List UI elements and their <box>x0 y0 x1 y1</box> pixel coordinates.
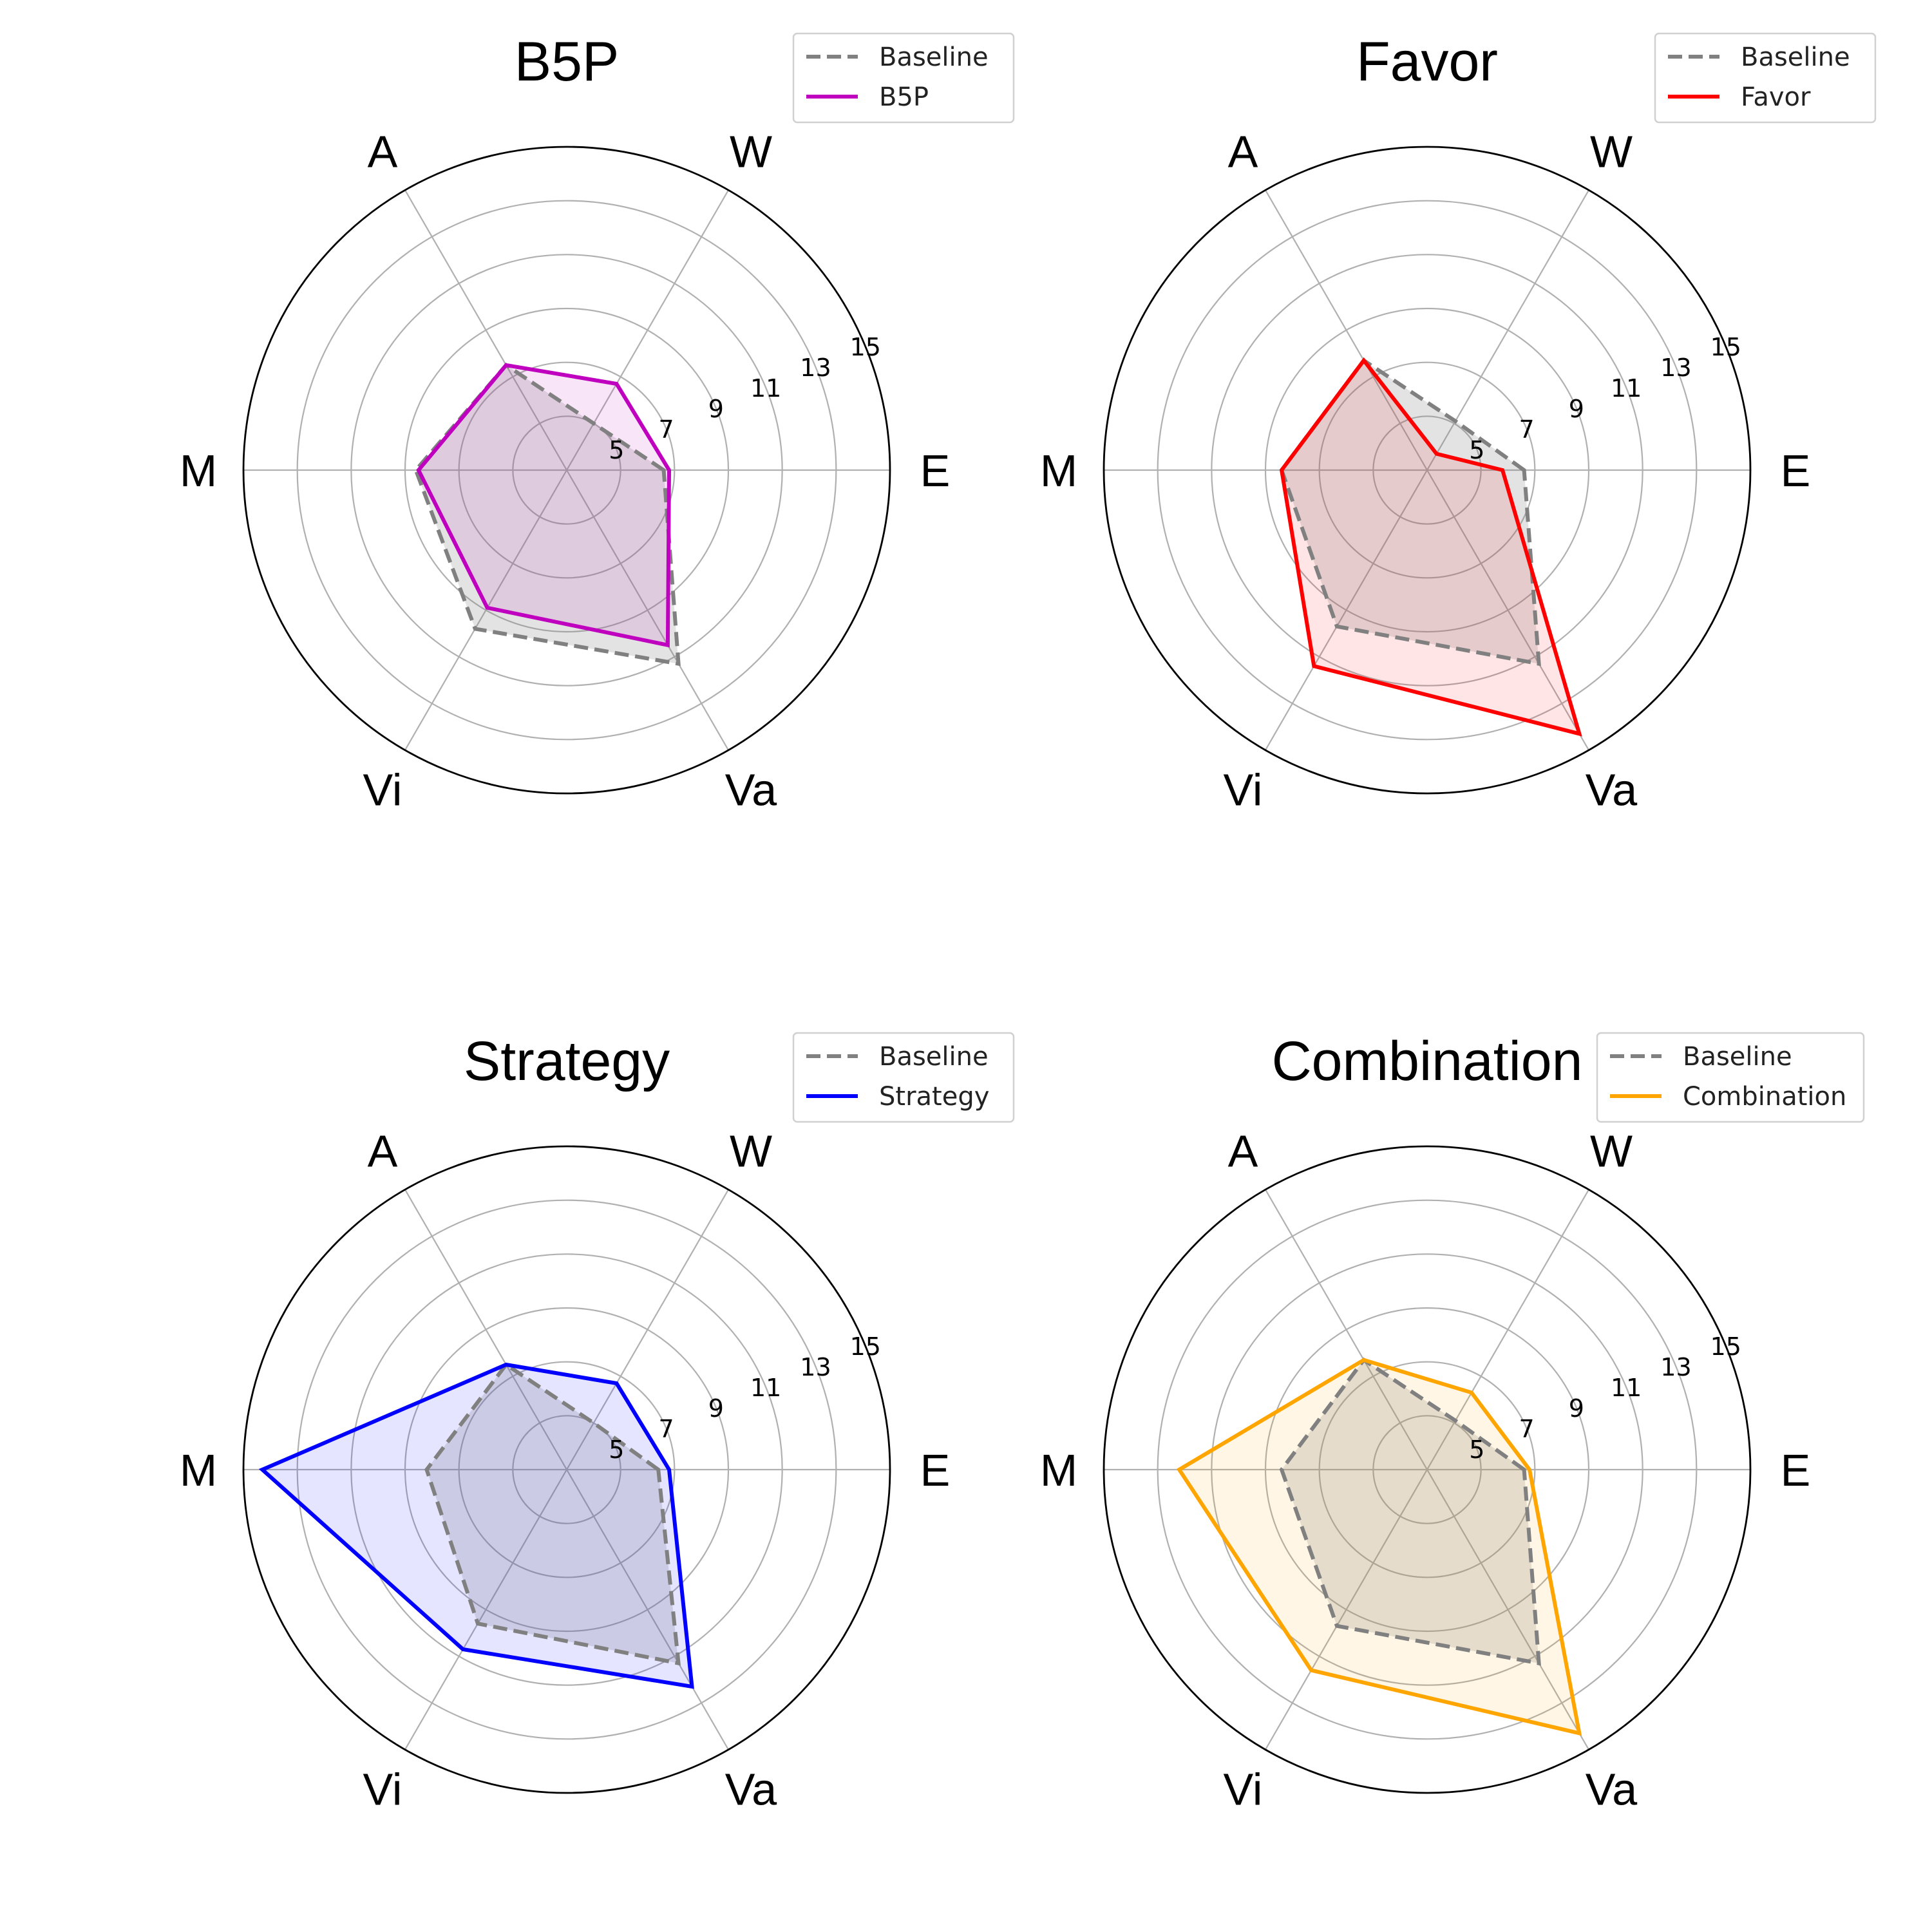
grid-spoke <box>1265 469 1428 751</box>
outer-circle <box>1103 146 1752 795</box>
legend-label: Baseline <box>879 1042 989 1072</box>
grid-spoke <box>1265 1189 1428 1470</box>
grid-spoke <box>1426 1469 1589 1750</box>
grid-spoke <box>566 469 729 751</box>
panel-title: Combination <box>1272 1030 1583 1092</box>
axis-label: M <box>1040 1445 1077 1495</box>
axis-label: E <box>920 446 951 496</box>
axis-label: Va <box>1586 1764 1637 1814</box>
series-line <box>258 1362 694 1689</box>
legend-label: Strategy <box>879 1082 989 1112</box>
tick-label: 15 <box>1710 1332 1741 1361</box>
tick-label: 15 <box>850 333 881 361</box>
grid-spoke <box>404 469 567 751</box>
legend-label: Combination <box>1683 1082 1846 1112</box>
grid-spoke <box>566 1469 729 1750</box>
tick-label: 9 <box>1569 1394 1584 1423</box>
tick-label: 11 <box>750 374 781 402</box>
axis-label: W <box>730 1126 772 1177</box>
grid-spoke <box>1265 1469 1428 1750</box>
series-line <box>416 363 672 648</box>
axis-label: A <box>1228 127 1258 177</box>
axis-label: Va <box>725 764 777 815</box>
series-line <box>1279 1357 1541 1666</box>
tick-label: 11 <box>750 1374 781 1402</box>
tick-label: 13 <box>800 354 831 382</box>
tick-label: 15 <box>1710 333 1741 361</box>
series-fill <box>1282 1359 1539 1663</box>
axis-label: M <box>180 1445 217 1495</box>
panel-title: B5P <box>515 31 620 93</box>
tick-label: 9 <box>1569 395 1584 423</box>
tick-label: 7 <box>659 415 674 444</box>
axis-label: E <box>1781 1445 1811 1495</box>
legend-label: B5P <box>879 82 929 112</box>
series-fill <box>1282 360 1580 734</box>
grid-spoke <box>1426 189 1589 471</box>
tick-label: 5 <box>1469 1435 1484 1464</box>
grid-spoke <box>1426 469 1589 751</box>
grid-spoke <box>404 1189 567 1470</box>
tick-label: 13 <box>1660 354 1691 382</box>
axis-label: W <box>1590 127 1633 177</box>
tick-label: 11 <box>1611 1374 1642 1402</box>
radar-panel-1: Favor 5 7 9 11 13 15 E W A M Vi Va Baseline Favor <box>1040 31 1877 815</box>
series-fill <box>1179 1359 1580 1734</box>
radar-panel-0: B5P 5 7 9 11 13 15 E W A M Vi Va Baseline B5P <box>180 31 1015 815</box>
outer-circle <box>242 1145 891 1794</box>
outer-circle <box>1103 1145 1752 1794</box>
axis-label: Vi <box>363 764 402 815</box>
tick-label: 13 <box>800 1353 831 1381</box>
axis-label: Va <box>725 1764 777 1814</box>
axis-label: A <box>368 127 398 177</box>
series-fill <box>415 365 679 664</box>
axis-label: A <box>1228 1126 1258 1177</box>
axis-label: Va <box>1586 764 1637 815</box>
axis-label: E <box>920 1445 951 1495</box>
tick-label: 5 <box>609 1435 624 1464</box>
legend-label: Baseline <box>1741 43 1850 72</box>
series-line <box>1279 357 1582 737</box>
tick-label: 7 <box>659 1415 674 1443</box>
series-line <box>1176 1358 1582 1736</box>
legend-label: Favor <box>1741 82 1811 112</box>
grid-spoke <box>566 1189 729 1470</box>
grid-spoke <box>1265 189 1428 471</box>
panel-title: Strategy <box>464 1030 670 1092</box>
grid-spoke <box>404 189 567 471</box>
tick-label: 5 <box>1469 436 1484 464</box>
legend-box <box>1596 1032 1865 1123</box>
outer-circle <box>242 146 891 795</box>
radar-panel-3: Combination 5 7 9 11 13 15 E W A M Vi Va Baseline Comb… <box>1040 1030 1865 1814</box>
tick-label: 7 <box>1519 1415 1535 1443</box>
tick-label: 13 <box>1660 1353 1691 1381</box>
panel-title: Favor <box>1356 31 1498 93</box>
axis-label: Vi <box>1224 764 1263 815</box>
tick-label: 5 <box>609 436 624 464</box>
radar-panel-2: Strategy 5 7 9 11 13 15 E W A M Vi Va Baseline Strateg… <box>180 1030 1015 1814</box>
series-fill <box>1282 360 1539 664</box>
axis-label: M <box>1040 446 1077 496</box>
axis-label: M <box>180 446 217 496</box>
tick-label: 9 <box>708 395 724 423</box>
grid-spoke <box>404 1469 567 1750</box>
tick-label: 9 <box>708 1394 724 1423</box>
series-line <box>424 1361 681 1666</box>
axis-label: A <box>368 1126 398 1177</box>
legend-label: Baseline <box>1683 1042 1792 1072</box>
series-fill <box>418 365 669 645</box>
axis-label: Vi <box>1224 1764 1263 1814</box>
axis-label: Vi <box>363 1764 402 1814</box>
axis-label: E <box>1781 446 1811 496</box>
series-line <box>413 363 681 667</box>
legend-label: Baseline <box>879 43 989 72</box>
tick-label: 11 <box>1611 374 1642 402</box>
axis-label: W <box>1590 1126 1633 1177</box>
grid-spoke <box>1426 1189 1589 1470</box>
tick-label: 7 <box>1519 415 1535 444</box>
series-fill <box>262 1365 692 1687</box>
axis-label: W <box>730 127 772 177</box>
tick-label: 15 <box>850 1332 881 1361</box>
